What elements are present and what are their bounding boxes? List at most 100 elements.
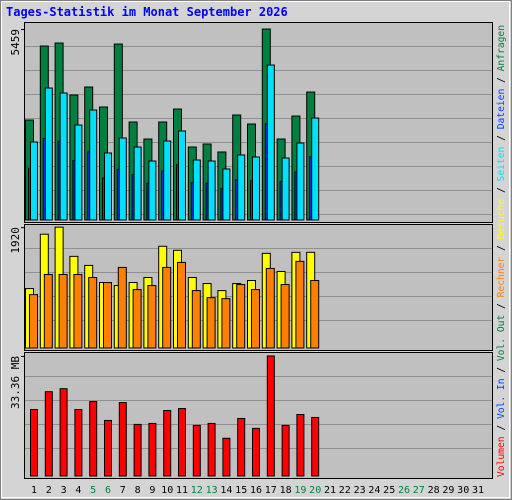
- bar: [43, 273, 53, 349]
- x-tick-label: 11: [176, 485, 188, 496]
- x-tick-label: 24: [368, 485, 380, 496]
- x-tick-label: 26: [398, 485, 410, 496]
- x-tick-label: 28: [428, 485, 440, 496]
- x-tick-label: 7: [120, 485, 126, 496]
- bar: [59, 92, 68, 221]
- bar: [58, 273, 68, 349]
- bar: [222, 437, 231, 477]
- x-tick-label: 31: [472, 485, 484, 496]
- bar: [147, 285, 157, 349]
- legend-separator: /: [496, 71, 507, 88]
- bar: [30, 409, 38, 477]
- x-tick-label: 27: [413, 485, 425, 496]
- legend-entry: Volumen: [496, 436, 507, 477]
- x-tick-label: 22: [339, 485, 351, 496]
- bar: [133, 423, 142, 477]
- bar: [266, 64, 275, 221]
- x-tick-label: 18: [280, 485, 292, 496]
- bar: [252, 156, 260, 221]
- chart-title: Tages-Statistik im Monat September 2026: [6, 5, 288, 19]
- x-tick-label: 19: [294, 485, 306, 496]
- bar: [117, 266, 127, 349]
- bar: [265, 267, 275, 349]
- legend-separator: /: [496, 419, 507, 436]
- legend-separator: /: [496, 361, 507, 378]
- legend-entry: Seiten: [496, 147, 507, 182]
- bar: [148, 160, 157, 221]
- bar: [118, 402, 127, 477]
- x-tick-label: 25: [383, 485, 395, 496]
- legend-entry: Vol. Out: [496, 315, 507, 361]
- legend-separator: /: [496, 181, 507, 198]
- legend: Volumen / Vol. In / Vol. Out / Rechner /…: [496, 25, 507, 477]
- y-tick-label: 5459: [9, 29, 22, 56]
- bar: [311, 117, 320, 221]
- legend-entry: Anfragen: [496, 25, 507, 71]
- bar: [89, 109, 98, 221]
- bar: [178, 408, 186, 477]
- x-tick-label: 9: [149, 485, 155, 496]
- bar: [104, 152, 112, 221]
- legend-entry: Dateien: [496, 89, 507, 130]
- legend-separator: /: [496, 129, 507, 146]
- x-tick-label: 10: [161, 485, 173, 496]
- x-tick-label: 12: [191, 485, 203, 496]
- bar: [133, 146, 142, 221]
- x-tick-label: 4: [75, 485, 81, 496]
- bar: [222, 168, 231, 221]
- bar: [237, 154, 246, 221]
- legend-entry: Rechner: [496, 257, 507, 298]
- legend-separator: /: [496, 239, 507, 256]
- x-tick-label: 29: [442, 485, 454, 496]
- bar: [73, 273, 83, 349]
- bar: [252, 427, 260, 477]
- x-tick-label: 8: [135, 485, 141, 496]
- legend-entry: Besuche: [496, 199, 507, 240]
- bar: [118, 137, 127, 221]
- bar: [59, 388, 68, 477]
- bar: [237, 417, 246, 477]
- bar: [89, 401, 98, 477]
- bar: [206, 297, 216, 349]
- x-tick-label: 14: [220, 485, 232, 496]
- y-tick-label: 33.36 MB: [9, 356, 22, 409]
- bar: [132, 289, 142, 349]
- bar: [44, 87, 53, 221]
- bar: [280, 284, 290, 349]
- bar: [163, 410, 172, 477]
- bar: [251, 289, 260, 349]
- bar: [296, 142, 305, 221]
- bar: [207, 422, 216, 477]
- x-tick-label: 5: [90, 485, 96, 496]
- bar: [162, 266, 172, 349]
- bar: [29, 294, 38, 349]
- bar: [148, 422, 157, 477]
- bar: [178, 130, 186, 221]
- bar: [296, 414, 305, 477]
- x-tick-label: 13: [206, 485, 218, 496]
- bar: [221, 298, 231, 349]
- bar: [192, 424, 201, 477]
- bar: [266, 355, 275, 477]
- bar: [310, 280, 320, 349]
- x-tick-label: 1: [31, 485, 37, 496]
- bar: [88, 277, 98, 349]
- bar: [281, 157, 290, 221]
- x-tick-label: 2: [46, 485, 52, 496]
- legend-entry: Vol. In: [496, 378, 507, 419]
- bar: [207, 160, 216, 221]
- x-tick-label: 23: [354, 485, 366, 496]
- x-tick-label: 30: [457, 485, 469, 496]
- bar: [44, 391, 53, 477]
- bar: [104, 419, 112, 477]
- x-tick-label: 6: [105, 485, 111, 496]
- bar: [30, 141, 38, 221]
- x-tick-label: 3: [61, 485, 67, 496]
- bar: [295, 260, 305, 349]
- x-tick-label: 17: [265, 485, 277, 496]
- x-tick-label: 20: [309, 485, 321, 496]
- bar: [192, 159, 201, 221]
- x-tick-label: 21: [324, 485, 336, 496]
